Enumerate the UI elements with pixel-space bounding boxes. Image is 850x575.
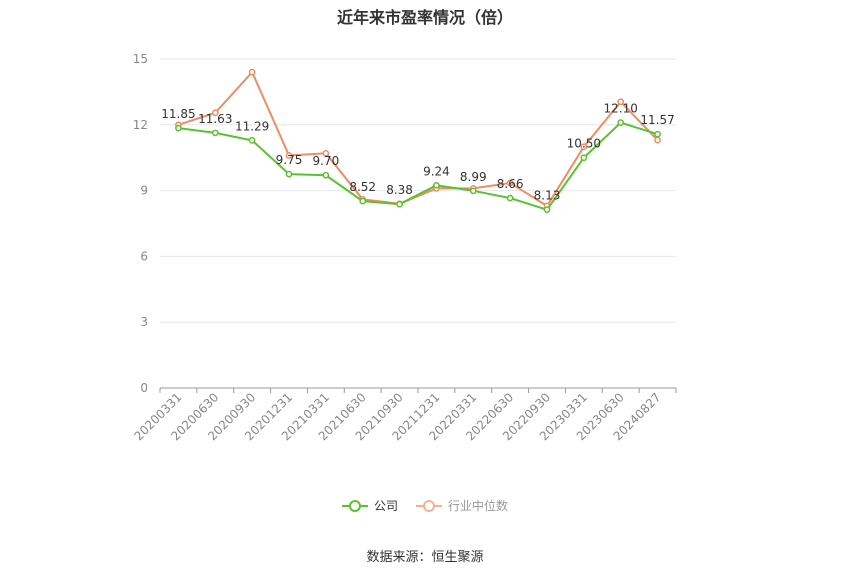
data-point-1 [506, 179, 514, 187]
data-point-1 [654, 136, 661, 144]
data-point-0 [543, 206, 551, 214]
series-line-1 [178, 70, 659, 208]
data-point-0 [322, 171, 330, 179]
data-point-1 [285, 152, 293, 159]
data-point-0 [580, 154, 588, 162]
data-label: 11.29 [235, 119, 269, 133]
y-tick-label: 9 [140, 184, 148, 198]
data-label: 9.70 [312, 154, 339, 168]
legend-marker-company [341, 499, 368, 512]
legend-label-industry-median: 行业中位数 [448, 499, 509, 513]
data-label: 8.13 [534, 189, 561, 203]
y-tick-label: 3 [140, 315, 148, 329]
data-label: 8.99 [460, 170, 487, 184]
grid-lines [160, 58, 676, 323]
data-label: 9.24 [423, 164, 450, 178]
data-point-0 [175, 124, 182, 132]
data-point-0 [211, 129, 219, 137]
legend: 公司 行业中位数 [0, 497, 850, 514]
data-label: 11.85 [161, 107, 195, 121]
data-point-0 [617, 119, 625, 126]
legend-marker-industry-median [416, 499, 442, 512]
data-point-1 [322, 149, 330, 157]
data-point-0 [248, 137, 256, 144]
data-label: 8.66 [497, 177, 524, 191]
data-point-0 [433, 181, 440, 189]
data-point-0 [359, 197, 367, 205]
data-label: 8.38 [386, 183, 413, 197]
legend-label-company: 公司 [373, 499, 398, 513]
legend-item-company[interactable]: 公司 [341, 497, 398, 514]
legend-item-industry-median[interactable]: 行业中位数 [416, 497, 508, 514]
data-label: 11.57 [640, 113, 674, 127]
source-note: 数据来源：恒生聚源 [366, 550, 484, 565]
data-label: 9.75 [276, 153, 303, 167]
y-tick-label: 15 [133, 52, 148, 66]
data-point-0 [396, 200, 403, 208]
series-lines [175, 68, 661, 214]
data-label: 11.63 [198, 112, 232, 126]
data-point-1 [617, 98, 625, 106]
data-point-1 [248, 68, 256, 76]
data-point-0 [506, 194, 514, 202]
data-point-0 [469, 187, 477, 195]
line-chart: 0369121520200331202006302020093020201231… [131, 52, 677, 443]
data-label: 12.10 [604, 102, 638, 116]
chart-title: 近年来市盈率情况（倍） [336, 8, 513, 27]
data-point-1 [211, 109, 219, 117]
y-tick-label: 0 [140, 381, 148, 395]
data-label: 8.52 [349, 180, 376, 194]
data-label: 10.50 [567, 137, 601, 151]
y-tick-label: 12 [133, 118, 148, 132]
data-point-1 [580, 143, 588, 151]
series-line-0 [178, 121, 658, 211]
data-point-0 [654, 130, 661, 138]
data-point-0 [285, 170, 293, 178]
y-tick-label: 6 [140, 249, 148, 263]
